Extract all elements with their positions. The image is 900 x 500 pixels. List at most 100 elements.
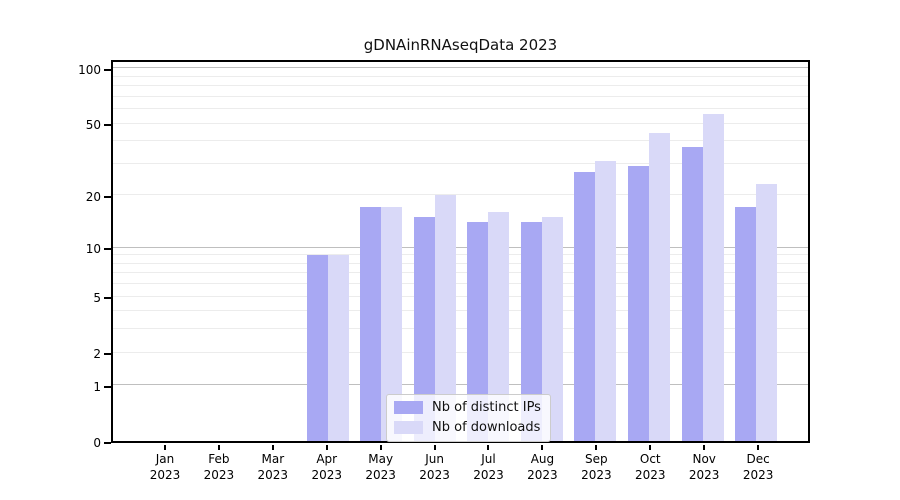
x-tick-mark-may [379,445,382,450]
x-tick-mark-mar [271,445,274,450]
x-tick-jan: Jan 2023 [138,443,192,483]
gridline-20 [113,194,808,196]
x-tick-feb: Feb 2023 [192,443,246,483]
x-tick-label-year: 2023 [203,468,235,482]
bar-distinct-ips-jun [413,216,435,441]
x-tick-oct: Oct 2023 [623,443,677,483]
x-tick-label-year: 2023 [257,468,289,482]
x-tick-label-year: 2023 [688,468,720,482]
x-tick-mark-dec [757,445,760,450]
plot-area: Nb of distinct IPs Nb of downloads [111,60,810,443]
bar-downloads-apr [327,254,349,441]
legend-item-distinct-ips: Nb of distinct IPs [394,400,541,415]
y-tick-label-1: 1 [93,379,101,394]
bar-distinct-ips-sep [574,171,596,441]
x-tick-label-year: 2023 [581,468,612,482]
gridline-40 [113,140,808,142]
y-tick-label-2: 2 [93,347,101,362]
gridline-80 [113,85,808,87]
x-tick-mark-jan [163,445,166,450]
y-tick-mark-2 [104,353,111,356]
x-tick-label-year: 2023 [473,468,504,482]
x-tick-label-month: Jan [155,452,175,466]
x-tick-jun: Jun 2023 [408,443,462,483]
x-tick-label-year: 2023 [365,468,396,482]
x-tick-label-month: May [368,452,394,466]
x-tick-label-month: Feb [208,452,230,466]
legend: Nb of distinct IPs Nb of downloads [386,394,551,442]
x-tick-mark-jun [433,445,436,450]
legend-item-downloads: Nb of downloads [394,420,541,435]
legend-swatch-distinct-ips [394,401,423,414]
y-tick-label-50: 50 [85,118,101,133]
y-tick-mark-50 [104,124,111,127]
x-tick-mark-feb [217,445,220,450]
bar-distinct-ips-may [360,207,382,441]
y-tick-label-10: 10 [85,242,101,257]
x-tick-dec: Dec 2023 [731,443,785,483]
legend-label-downloads: Nb of downloads [432,420,541,435]
x-tick-label-month: Jun [425,452,444,466]
gridline-60 [113,108,808,110]
bars-container [113,62,808,441]
chart-title: gDNAinRNAseqData 2023 [363,36,558,54]
x-tick-aug: Aug 2023 [515,443,569,483]
bar-downloads-jul [488,211,510,441]
gridline-100 [113,67,808,69]
bar-group-dec [729,62,783,441]
bar-group-apr [301,62,355,441]
bar-group-aug [515,62,569,441]
bar-group-sep [569,62,623,441]
bar-group-feb [194,62,248,441]
gridline-6 [113,283,808,285]
y-tick-mark-5 [104,297,111,300]
bar-group-mar [247,62,301,441]
x-tick-label-month: Oct [639,452,661,466]
bar-distinct-ips-aug [520,222,542,441]
gridline-2 [113,351,808,353]
bar-downloads-dec [756,184,778,441]
gridline-30 [113,162,808,164]
gridline-8 [113,262,808,264]
gridline-9 [113,254,808,256]
x-tick-label-year: 2023 [149,468,181,482]
x-tick-label-year: 2023 [419,468,450,482]
x-tick-nov: Nov 2023 [677,443,731,483]
gridline-50 [113,122,808,124]
bar-distinct-ips-apr [306,254,328,441]
bar-group-nov [676,62,730,441]
x-tick-mark-sep [595,445,598,450]
gridline-10 [113,246,808,248]
bar-downloads-may [381,207,403,441]
bar-downloads-nov [702,114,724,441]
y-tick-label-100: 100 [78,62,101,77]
y-tick-label-5: 5 [93,291,101,306]
x-tick-mark-oct [649,445,652,450]
y-tick-mark-1 [104,385,111,388]
x-tick-mark-nov [703,445,706,450]
bar-distinct-ips-nov [681,146,703,441]
x-tick-label-month: Jul [481,452,496,466]
x-tick-label-year: 2023 [634,468,666,482]
x-tick-mar: Mar 2023 [246,443,300,483]
gridline-5 [113,295,808,297]
x-tick-label-month: Aug [530,452,555,466]
x-tick-label-year: 2023 [742,468,774,482]
bar-group-jun [408,62,462,441]
bar-downloads-sep [595,160,617,441]
x-tick-label-year: 2023 [527,468,558,482]
x-tick-mark-jul [487,445,490,450]
x-tick-label-month: Apr [316,452,338,466]
x-axis: Jan 2023 Feb 2023 Mar 2023 Apr 2023 May 2023 Jun 20… [111,443,810,483]
y-tick-label-0: 0 [93,436,101,450]
x-tick-label-month: Dec [746,452,770,466]
gridline-3 [113,328,808,330]
bar-downloads-jun [434,194,456,441]
bar-downloads-oct [648,133,670,441]
bar-distinct-ips-oct [627,165,649,441]
x-tick-apr: Apr 2023 [300,443,354,483]
bar-group-jul [461,62,515,441]
gridline-90 [113,75,808,77]
x-tick-mark-aug [541,445,544,450]
